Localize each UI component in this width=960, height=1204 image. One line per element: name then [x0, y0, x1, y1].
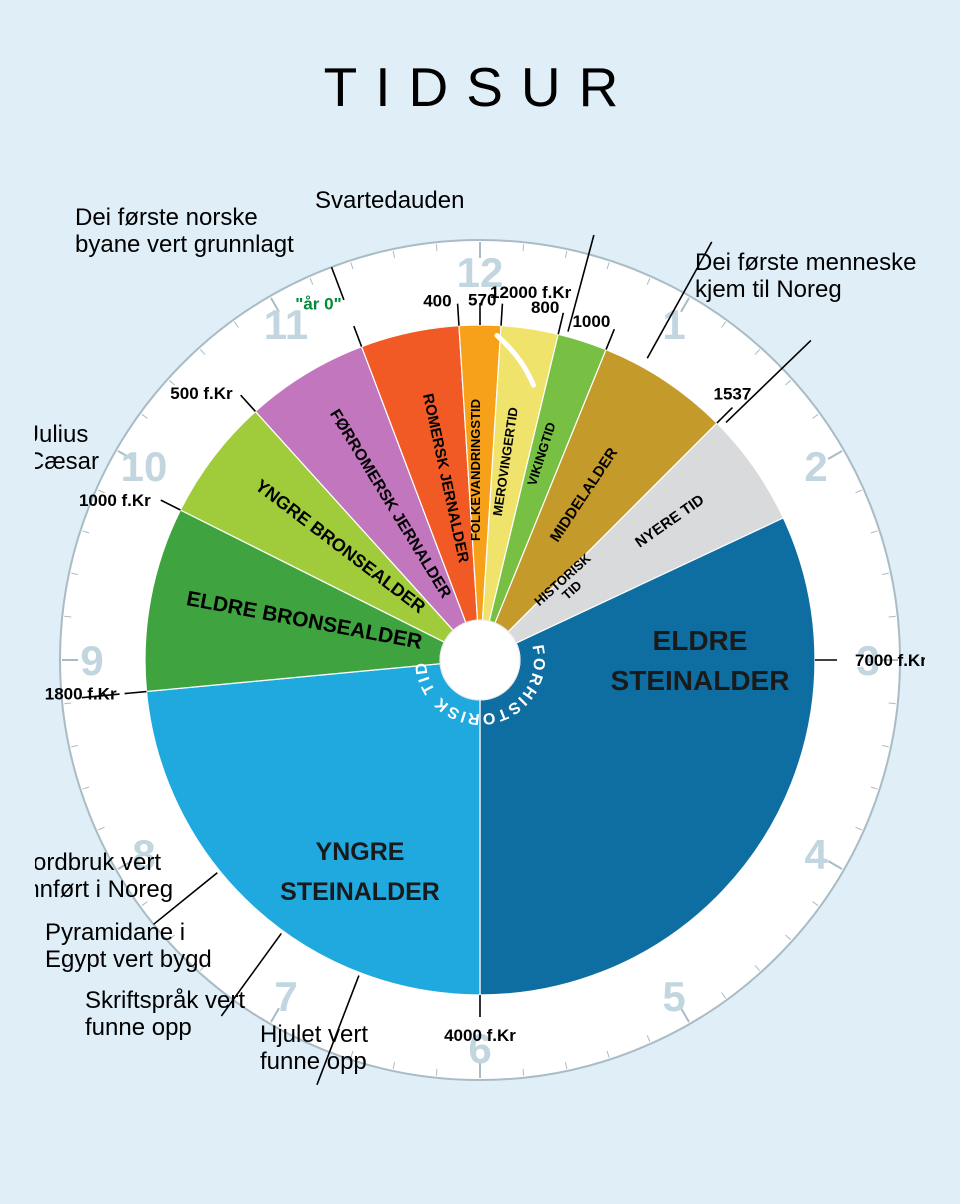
event-label: Egypt vert bygd	[45, 946, 212, 973]
slice-label: STEINALDER	[611, 665, 790, 696]
slice-label: FOLKEVANDRINGSTID	[468, 399, 483, 541]
tick-label: 570	[468, 291, 496, 310]
event-label: Julius	[35, 421, 88, 448]
tick-label: 4000 f.Kr	[444, 1026, 516, 1045]
tick-label: 500 f.Kr	[170, 384, 233, 403]
event-label: innført i Noreg	[35, 876, 173, 903]
event-label: funne opp	[260, 1048, 367, 1075]
tick-label: 7000 f.Kr	[855, 651, 925, 670]
page-title: TIDSUR	[0, 55, 960, 119]
clock-number: 9	[80, 637, 103, 684]
clock-number: 10	[121, 443, 168, 490]
event-label: Hjulet vert	[260, 1021, 368, 1048]
clock-number: 2	[804, 443, 827, 490]
clock-number: 5	[662, 973, 685, 1020]
slice-label: ELDRE	[653, 625, 748, 656]
event-label: byane vert grunnlagt	[75, 231, 294, 258]
event-label: kjem til Noreg	[695, 276, 842, 303]
tick-label: 1000	[572, 312, 610, 331]
tick-label: 1000 f.Kr	[79, 491, 151, 510]
tick-label: 1537	[714, 385, 752, 404]
event-label: Pyramidane i	[45, 919, 185, 946]
hub	[440, 620, 520, 700]
clock-chart: 121234567891011ELDRESTEINALDERYNGRESTEIN…	[35, 170, 925, 1060]
year-zero-label: "år 0"	[295, 295, 341, 314]
tick-label: 1800 f.Kr	[45, 685, 117, 704]
clock-number: 7	[274, 973, 297, 1020]
tick-label: 800	[531, 298, 559, 317]
event-label: Dei første menneske	[695, 249, 916, 276]
slice-label: STEINALDER	[280, 878, 440, 906]
event-label: funne opp	[85, 1014, 192, 1041]
event-label: Dei første norske	[75, 204, 258, 231]
event-label: Svartedauden	[315, 187, 464, 214]
tick-label: 400	[423, 292, 451, 311]
event-label: Skriftspråk vert	[85, 987, 245, 1014]
slice-label: YNGRE	[316, 838, 405, 866]
event-label: Cæsar	[35, 448, 99, 475]
clock-number: 4	[804, 831, 828, 878]
event-label: Jordbruk vert	[35, 849, 161, 876]
